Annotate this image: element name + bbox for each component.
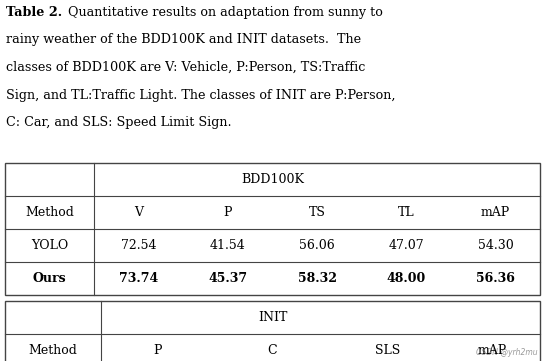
Text: BDD100K: BDD100K [241,173,304,186]
Text: 56.06: 56.06 [299,239,335,252]
Bar [5,163,540,295]
Text: Method: Method [25,206,74,219]
Text: Table 2.: Table 2. [6,6,62,19]
Text: 72.54: 72.54 [121,239,157,252]
Text: 45.37: 45.37 [209,272,247,285]
Text: 54.30: 54.30 [478,239,513,252]
Text: mAP: mAP [481,206,510,219]
Text: C: Car, and SLS: Speed Limit Sign.: C: Car, and SLS: Speed Limit Sign. [6,116,232,129]
Text: Quantitative results on adaptation from sunny to: Quantitative results on adaptation from … [61,6,383,19]
Text: C: C [268,344,277,357]
Text: TL: TL [398,206,414,219]
Text: 41.54: 41.54 [210,239,246,252]
Text: 56.36: 56.36 [476,272,515,285]
Text: Ours: Ours [33,272,67,285]
Bar [5,301,540,361]
Text: 48.00: 48.00 [387,272,426,285]
Text: Method: Method [28,344,77,357]
Text: 47.07: 47.07 [388,239,424,252]
Text: rainy weather of the BDD100K and INIT datasets.  The: rainy weather of the BDD100K and INIT da… [6,34,361,47]
Text: classes of BDD100K are V: Vehicle, P:Person, TS:Traffic: classes of BDD100K are V: Vehicle, P:Per… [6,61,365,74]
Text: P: P [224,206,232,219]
Text: YOLO: YOLO [31,239,68,252]
Text: Sign, and TL:Traffic Light. The classes of INIT are P:Person,: Sign, and TL:Traffic Light. The classes … [6,88,395,101]
Text: INIT: INIT [258,311,287,324]
Text: SLS: SLS [375,344,400,357]
Text: CSDN @yrh2mu: CSDN @yrh2mu [476,348,538,357]
Text: 73.74: 73.74 [119,272,158,285]
Text: V: V [134,206,143,219]
Text: P: P [153,344,162,357]
Text: TS: TS [308,206,325,219]
Text: 58.32: 58.32 [298,272,336,285]
Text: mAP: mAP [478,344,507,357]
